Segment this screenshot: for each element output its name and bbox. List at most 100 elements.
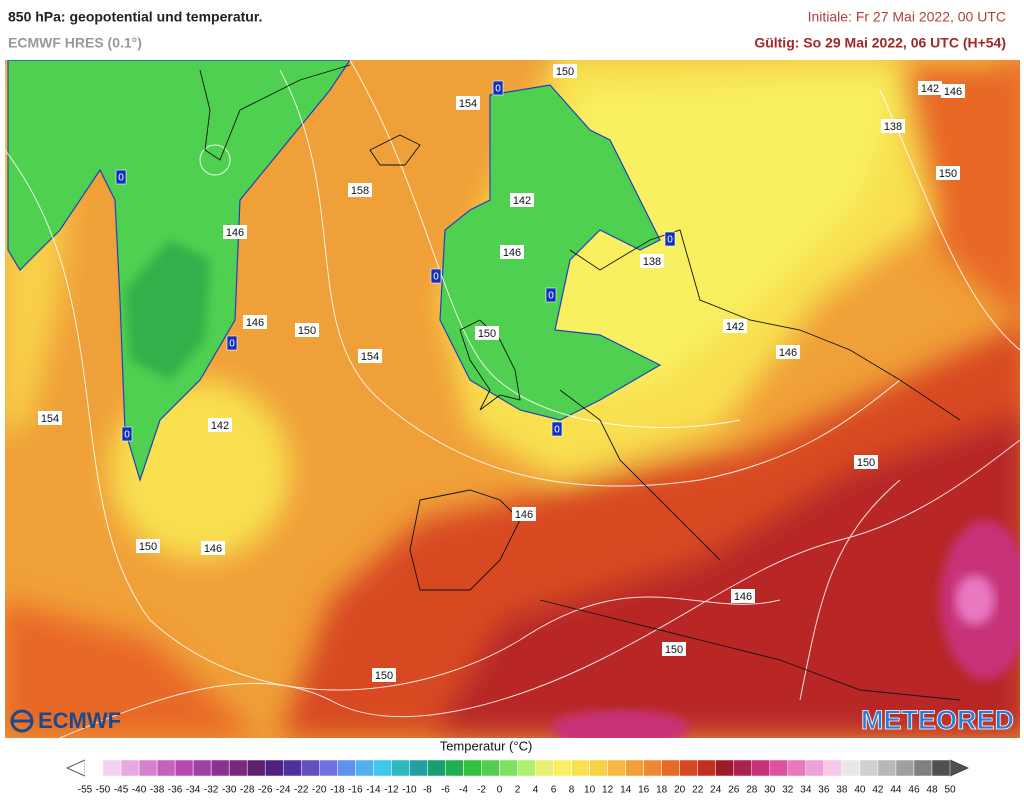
contour-label: 146	[515, 509, 533, 521]
contour-label-box	[723, 319, 747, 333]
colorbar-tick-label: -28	[240, 785, 255, 796]
contour-label: 150	[857, 457, 875, 469]
freezing-label-box	[551, 421, 563, 437]
contour-label: 146	[734, 591, 752, 603]
colorbar-cell	[715, 759, 735, 777]
colorbar-cell	[931, 759, 951, 777]
freezing-label-box	[121, 426, 133, 442]
colorbar-cell	[192, 759, 212, 777]
colorbar-tick-label: 30	[764, 785, 776, 796]
freezing-label: 0	[229, 339, 235, 350]
colorbar-tick-label: -26	[258, 785, 273, 796]
contour-label-box	[223, 225, 247, 239]
colorbar-cell	[391, 759, 410, 777]
freezing-label: 0	[124, 430, 130, 441]
colorbar-cell	[841, 759, 861, 777]
contour-label: 142	[211, 420, 229, 432]
contour-label: 146	[204, 543, 222, 555]
colorbar-tick-label: -34	[186, 785, 201, 796]
colorbar-cell	[156, 759, 176, 777]
colorbar-tick-label: -14	[366, 785, 381, 796]
colorbar-tick-label: -24	[276, 785, 291, 796]
colorbar-cell	[913, 759, 933, 777]
colorbar-cell	[138, 759, 158, 777]
colorbar-tick-label: -30	[222, 785, 237, 796]
colorbar-tick-label: 0	[497, 785, 503, 796]
colorbar-tick-label: 12	[602, 785, 614, 796]
colorbar-cell	[697, 759, 716, 777]
freezing-label: 0	[548, 291, 554, 302]
colorbar-left-arrow	[66, 759, 86, 777]
legend-title: Temperatur (°C)	[440, 738, 533, 753]
contour-label: 142	[921, 83, 939, 95]
colorbar-cell	[517, 759, 536, 777]
subtitle: ECMWF HRES (0.1°)	[8, 35, 142, 51]
contour-label: 138	[884, 121, 902, 133]
freezing-label-box	[664, 231, 676, 247]
colorbar-tick-label: -2	[477, 785, 486, 796]
colorbar-cell	[751, 759, 771, 777]
colorbar-cell	[355, 759, 374, 777]
colorbar-tick-label: 28	[746, 785, 758, 796]
freezing-label-box	[545, 287, 557, 303]
colorbar-cell	[301, 759, 320, 777]
colorbar-tick-label: 40	[854, 785, 866, 796]
colorbar-tick-label: -6	[441, 785, 450, 796]
colorbar-cell	[787, 759, 807, 777]
valid-time: Gültig: So 29 Mai 2022, 06 UTC (H+54)	[754, 35, 1006, 51]
contour-label-box	[731, 589, 755, 603]
colorbar: -55 -50 -45 -40 -38 -36 -34 -32 -30 -28 -26 -24 -22-…	[66, 759, 969, 796]
colorbar-tick-label: -55	[78, 785, 93, 796]
freezing-label: 0	[667, 235, 673, 246]
contour-label-box	[662, 642, 686, 656]
colorbar-cell	[805, 759, 825, 777]
colorbar-cell	[823, 759, 843, 777]
colorbar-tick-label: 48	[926, 785, 938, 796]
colorbar-tick-label: 20	[674, 785, 686, 796]
colorbar-cell	[571, 759, 590, 777]
title: 850 hPa: geopotential und temperatur.	[8, 9, 262, 25]
colorbar-cell	[895, 759, 915, 777]
contour-label-box	[201, 541, 225, 555]
colorbar-tick-label: -10	[402, 785, 417, 796]
colorbar-tick-label: 16	[638, 785, 650, 796]
contour-label-box	[136, 539, 160, 553]
colorbar-cell	[102, 759, 122, 777]
colorbar-cell	[337, 759, 356, 777]
colorbar-tick-label: -40	[132, 785, 147, 796]
colorbar-tick-label: -8	[423, 785, 432, 796]
contour-label-box	[475, 326, 499, 340]
contour-label: 142	[726, 321, 744, 333]
colorbar-tick-label: 8	[569, 785, 575, 796]
colorbar-cell	[661, 759, 680, 777]
contour-label-box	[854, 455, 878, 469]
colorbar-tick-label: -16	[348, 785, 363, 796]
colorbar-tick-label: 42	[872, 785, 884, 796]
colorbar-cell	[210, 759, 230, 777]
colorbar-cell	[120, 759, 140, 777]
colorbar-tick-label: 38	[836, 785, 848, 796]
colorbar-tick-label: -18	[330, 785, 345, 796]
contour-label: 150	[375, 670, 393, 682]
colorbar-tick-label: 34	[800, 785, 812, 796]
colorbar-tick-label: 26	[728, 785, 740, 796]
contour-label-box	[243, 315, 267, 329]
colorbar-cell	[264, 759, 284, 777]
contour-label-box	[881, 119, 905, 133]
hot-core	[955, 575, 995, 625]
contour-label: 142	[513, 195, 531, 207]
colorbar-cell	[445, 759, 464, 777]
colorbar-cell	[481, 759, 500, 777]
contour-label-box	[553, 64, 577, 78]
colorbar-cell	[282, 759, 302, 777]
coastlines	[199, 64, 961, 701]
freezing-label-box	[226, 335, 238, 351]
colorbar-cell	[733, 759, 753, 777]
colorbar-cell	[769, 759, 789, 777]
colorbar-tick-label: -22	[294, 785, 309, 796]
contour-label-box	[456, 96, 480, 110]
colorbar-tick-label: 44	[890, 785, 902, 796]
contour-label: 146	[226, 227, 244, 239]
contour-label: 150	[556, 66, 574, 78]
colorbar-tick-label: 6	[551, 785, 557, 796]
